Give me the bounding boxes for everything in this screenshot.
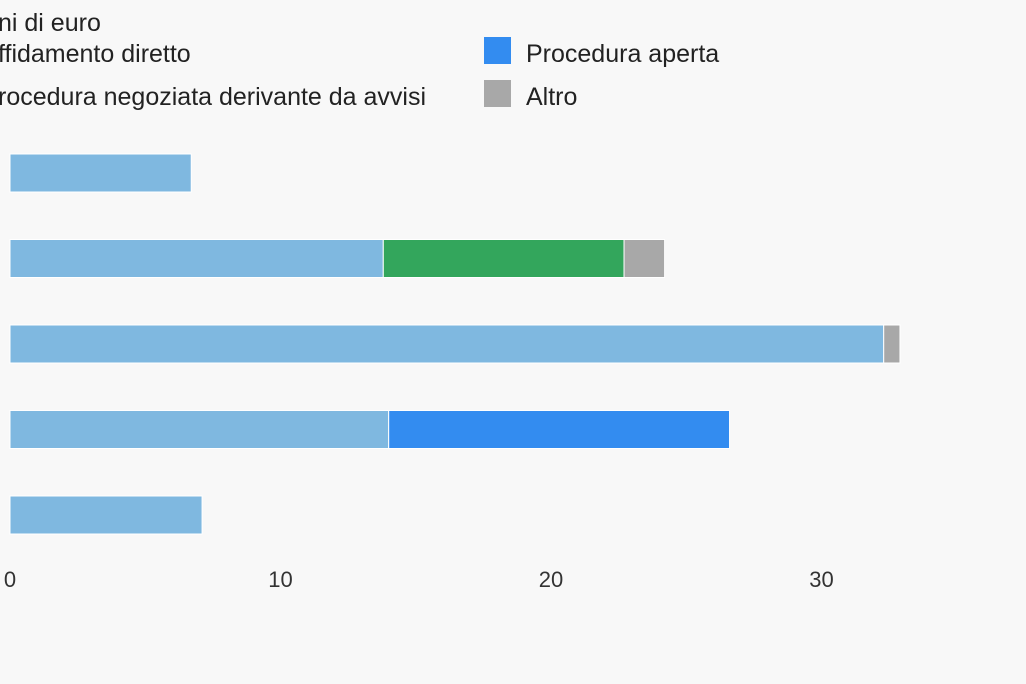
x-tick-label: 30 xyxy=(809,567,833,592)
bar-segment-row1-series1 xyxy=(9,153,192,193)
legend-label-3: Procedura aperta xyxy=(526,40,719,68)
bars xyxy=(9,153,901,535)
bar-segment-row2-series2 xyxy=(382,239,625,278)
bar-segment-row3-series1 xyxy=(9,324,885,364)
x-tick-label: 10 xyxy=(268,567,292,592)
bar-segment-row2-series4 xyxy=(623,239,666,278)
bar-segment-row2-series1 xyxy=(9,239,384,278)
chart-title: ni di euro xyxy=(0,9,101,37)
legend-label-4: Altro xyxy=(526,83,577,111)
legend-label-1: ffidamento diretto xyxy=(0,40,191,68)
bar-segment-row4-series1 xyxy=(9,410,390,449)
x-tick-label: 0 xyxy=(4,567,16,592)
bar-segment-row5-series1 xyxy=(9,495,203,535)
legend: ffidamento diretto rocedura negoziata der… xyxy=(0,37,719,111)
bar-segment-row3-series4 xyxy=(883,324,901,364)
legend-swatch-3 xyxy=(484,37,511,64)
bar-segment-row4-series3 xyxy=(388,410,731,449)
x-axis: 0 10 20 30 xyxy=(4,567,834,592)
legend-label-2: rocedura negoziata derivante da avvisi xyxy=(0,83,426,111)
x-tick-label: 20 xyxy=(539,567,563,592)
legend-swatch-4 xyxy=(484,80,511,107)
